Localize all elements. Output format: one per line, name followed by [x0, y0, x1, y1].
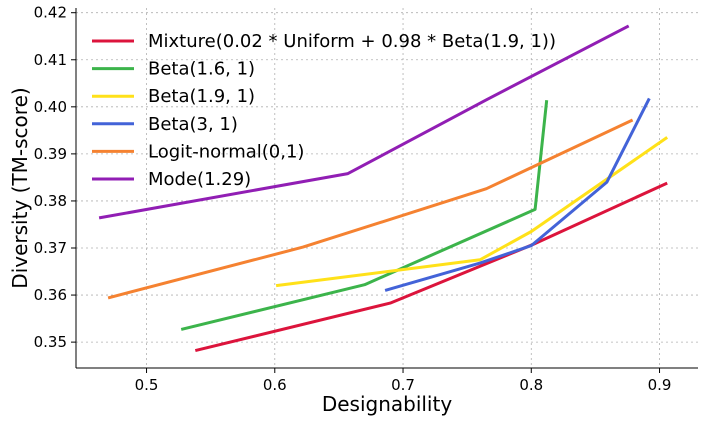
y-tick-label: 0.37: [34, 239, 67, 257]
x-axis-label: Designability: [322, 392, 453, 416]
series-line: [98, 24, 630, 220]
series-line: [180, 100, 549, 331]
y-tick-label: 0.36: [34, 286, 67, 304]
legend-label: Mode(1.29): [148, 169, 251, 190]
legend-label: Beta(1.9, 1): [148, 86, 255, 107]
x-tick-label: 0.6: [263, 376, 287, 394]
series-line: [194, 181, 668, 353]
y-tick-label: 0.39: [34, 145, 67, 163]
axes-layer: 0.5 0.6 0.7 0.8 0.9 0.35 0.36 0.37 0.38 0.39 0.40 0…: [34, 4, 698, 394]
x-tick-label: 0.8: [519, 376, 543, 394]
series-line: [384, 97, 651, 292]
y-axis-label: Diversity (TM-score): [8, 87, 32, 288]
series-layer: [98, 24, 669, 353]
y-tick-label: 0.35: [34, 333, 67, 351]
legend-label: Beta(1.6, 1): [148, 59, 255, 80]
legend-label: Logit-normal(0,1): [148, 141, 304, 162]
x-tick-label: 0.9: [648, 376, 672, 394]
x-tick-label: 0.5: [135, 376, 159, 394]
series-line: [107, 118, 634, 300]
legend-label: Beta(3, 1): [148, 114, 238, 135]
legend-label: Mixture(0.02 * Uniform + 0.98 * Beta(1.9…: [148, 31, 556, 52]
y-tick-label: 0.41: [34, 51, 67, 69]
y-tick-label: 0.40: [34, 98, 67, 116]
x-tick-label: 0.7: [391, 376, 415, 394]
series-line: [275, 136, 669, 288]
y-tick-label: 0.42: [34, 4, 67, 22]
y-tick-label: 0.38: [34, 192, 67, 210]
legend: Mixture(0.02 * Uniform + 0.98 * Beta(1.9…: [92, 31, 556, 190]
